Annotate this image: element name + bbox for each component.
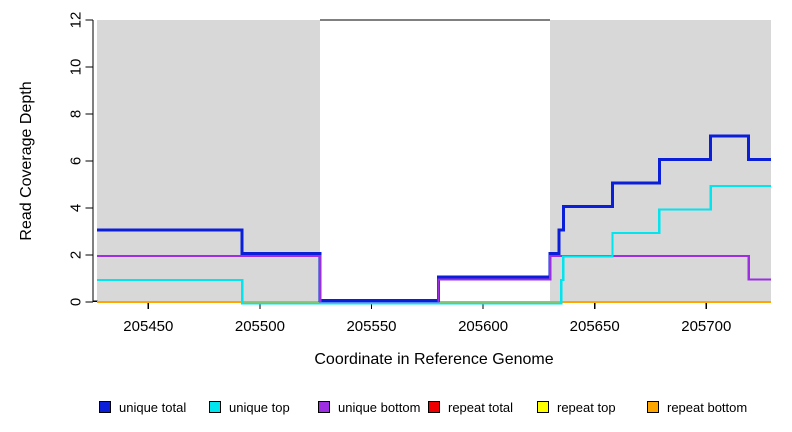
y-tick-label: 12	[67, 12, 84, 29]
repeat-region-left	[97, 20, 321, 302]
legend-swatch-unique-total	[99, 401, 111, 413]
legend-item-unique-bottom: unique bottom	[318, 399, 421, 415]
legend-swatch-unique-top	[209, 401, 221, 413]
x-tick-label: 205700	[681, 318, 731, 335]
legend-label: repeat top	[557, 399, 616, 415]
y-tick-label: 6	[67, 157, 84, 165]
legend-label: unique bottom	[338, 399, 421, 415]
y-tick-label: 0	[67, 298, 84, 306]
legend-swatch-unique-bottom	[318, 401, 330, 413]
legend-label: repeat total	[448, 399, 514, 415]
legend-item-repeat-bottom: repeat bottom	[647, 399, 748, 415]
y-tick-label: 8	[67, 110, 84, 118]
y-axis-title: Read Coverage Depth	[18, 81, 35, 241]
y-tick-label: 4	[67, 204, 84, 212]
legend-label: repeat bottom	[667, 399, 748, 415]
x-tick-label: 205600	[458, 318, 508, 335]
series-unique-bottom	[97, 254, 771, 305]
legend-label: unique total	[119, 399, 187, 415]
x-tick-label: 205550	[346, 318, 396, 335]
x-tick-label: 205500	[235, 318, 285, 335]
legend-swatch-repeat-top	[537, 401, 549, 413]
x-tick-label: 205450	[123, 318, 173, 335]
y-tick-label: 2	[67, 251, 84, 259]
series-unique-top	[97, 184, 771, 305]
x-tick-label: 205650	[570, 318, 620, 335]
legend-item-repeat-top: repeat top	[537, 399, 616, 415]
x-axis-title: Coordinate in Reference Genome	[314, 351, 554, 368]
legend-item-repeat-total: repeat total	[428, 399, 514, 415]
y-tick-label: 10	[67, 59, 84, 76]
legend-item-unique-top: unique top	[209, 399, 290, 415]
legend-swatch-repeat-total	[428, 401, 440, 413]
legend-item-unique-total: unique total	[99, 399, 187, 415]
legend-label: unique top	[229, 399, 290, 415]
legend-swatch-repeat-bottom	[647, 401, 659, 413]
